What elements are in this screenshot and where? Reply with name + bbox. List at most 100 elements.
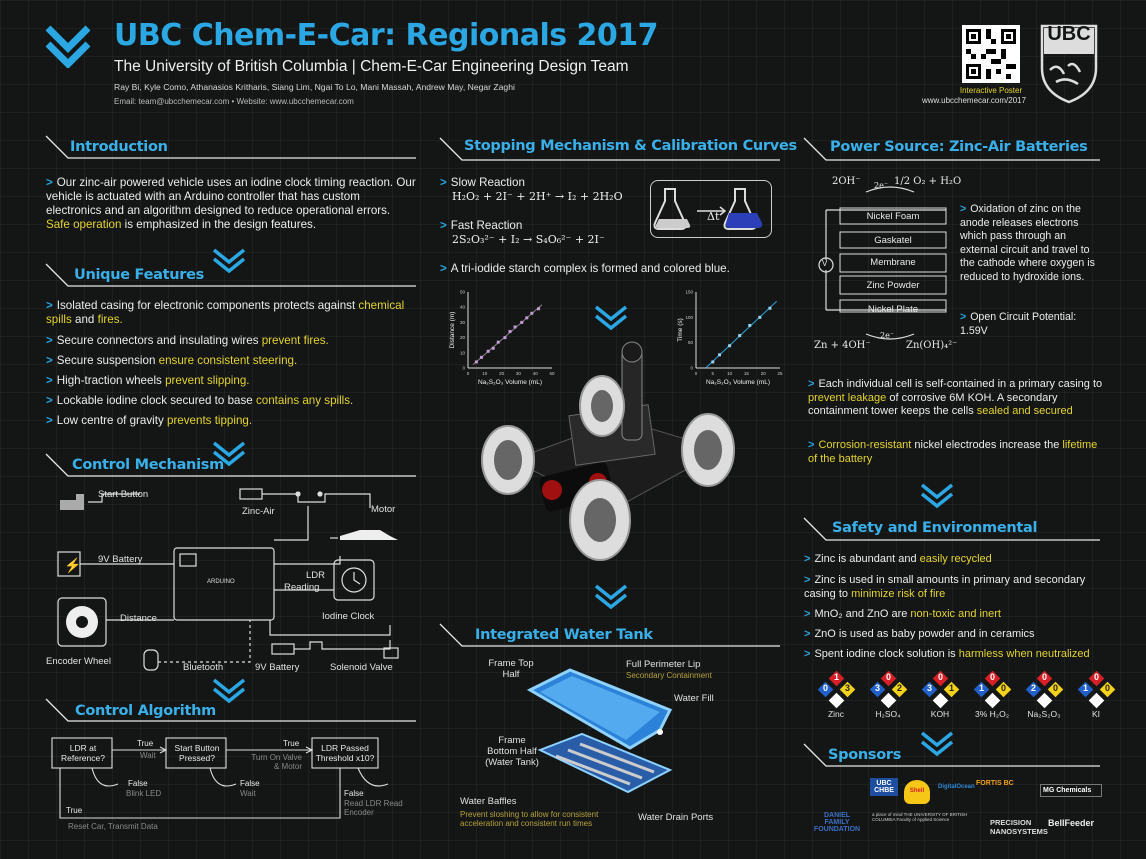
calibration-chart-time: 0 5 10 15 20 25 0 50 100 150 Na₂S₂O₃ Volume (mL) Ti… [677,290,783,387]
control-mechanism-title: Control Mechanism [72,457,224,473]
feature-item: > Low centre of gravity prevents tipping. [46,414,253,427]
data-point [508,330,512,334]
data-point [530,311,534,315]
author-list: Ray Bi, Kyle Como, Athanasios Kritharis,… [114,82,515,92]
calibration-chart-distance: 0 10 20 30 40 50 0 10 20 30 40 50 Na₂S₂O₃ Volume (mL… [449,290,555,387]
sponsor-logo: MG Chemicals [1040,784,1102,797]
nfpa-chemical-name: Na₂S₂O₃ [1027,709,1061,719]
chevron-logo-icon [45,25,91,68]
nfpa-quadrant [1088,692,1105,709]
nfpa-rating: 3 [844,683,850,693]
nfpa-quadrant [828,692,845,709]
nfpa-rating: 0 [822,683,828,693]
feature-item: > Secure suspension ensure consistent ste… [46,354,298,367]
safety-item: > MnO₂ and ZnO are non-toxic and inert [804,608,1001,620]
ldr-label: LDR [306,570,326,581]
nfpa-rating: 1 [948,683,954,693]
data-point [479,355,483,359]
zinc-air-label: Zinc-Air [242,506,275,517]
x-tick-label: 50 [549,371,555,376]
feature-item: > Isolated casing for electronic componen… [46,299,405,326]
data-point [748,323,752,327]
delta-t-label: Δt [707,210,720,223]
nfpa-quadrant [932,692,949,709]
nfpa-rating: 0 [1093,672,1099,682]
nfpa-rating: 0 [1104,683,1110,693]
data-point [491,346,495,350]
data-point [520,320,524,324]
electrode-note: > Corrosion-resistant nickel electrodes i… [808,439,1098,465]
qr-url[interactable]: www.ubcchemecar.com/2017 [922,96,1027,105]
y-tick-label: 0 [690,366,693,371]
safety-item: > Zinc is abundant and easily recycled [804,553,992,565]
nfpa-rating: 2 [896,683,902,693]
sponsor-logo: a place of mind THE UNIVERSITY OF BRITIS… [872,812,968,822]
intro-title: Introduction [70,139,168,155]
data-point [758,315,762,319]
x-tick-label: 5 [712,371,715,376]
data-point [503,336,507,340]
sponsor-logo: DANIEL FAMILY FOUNDATION [813,812,861,833]
nfpa-rating: 0 [885,672,891,682]
solenoid-label: Solenoid Valve [330,662,393,673]
contact-line: Email: team@ubcchemecar.com • Website: w… [114,97,354,106]
nfpa-chemical-name: KI [1091,709,1101,719]
start-button-label: Start Button [98,489,149,500]
safety-item: > ZnO is used as baby powder and in ceram… [804,628,1035,640]
trend-line [705,300,777,369]
ocp-note: > Open Circuit Potential: 1.59V [960,311,1077,337]
feature-item: > High-traction wheels prevent slipping. [46,374,250,387]
feature-item: > Secure connectors and insulating wires … [46,334,329,347]
stopping-title: Stopping Mechanism & Calibration Curves [464,138,797,154]
nfpa-rating: 0 [989,672,995,682]
y-tick-label: 0 [462,366,465,371]
encoder-label: Encoder Wheel [46,656,111,667]
x-tick-label: 15 [744,371,750,376]
slow-equation: H₂O₂ + 2I⁻ + 2H⁺ → I₂ + 2H₂O [452,190,623,203]
nfpa-chemical-name: KOH [930,709,950,719]
nfpa-rating: 0 [937,672,943,682]
sponsor-logo: BellFeeder [1048,818,1095,828]
y-tick-label: 10 [460,350,466,355]
control-mechanism-diagram: ARDUINO ⚡ [57,488,399,671]
chem-e-car-render [481,341,735,561]
nfpa-rating: 0 [1041,672,1047,682]
battery2-label: 9V Battery [255,662,300,673]
x-axis-label: Na₂S₂O₃ Volume (mL) [706,379,770,386]
x-tick-label: 40 [533,371,539,376]
sponsor-logo: DigitalOcean [938,784,975,790]
data-point [728,344,732,348]
nfpa-quadrant [984,692,1001,709]
sponsor-logo: FORTIS BC [976,780,1014,787]
x-tick-label: 0 [467,371,470,376]
nfpa-rating: 3 [926,683,932,693]
y-tick-label: 50 [688,340,694,345]
data-point [718,353,722,357]
complex-note: > A tri-iodide starch complex is formed a… [440,262,730,275]
data-point [537,307,541,311]
oxidation-note: > Oxidation of zinc on the anode releases… [960,203,1095,283]
y-tick-label: 20 [460,335,466,340]
safety-item: > Zinc is used in small amounts in primar… [804,574,1086,600]
water-tank-diagram [526,668,673,794]
y-tick-label: 30 [460,320,466,325]
reading-label: Reading [284,582,320,593]
power-title: Power Source: Zinc-Air Batteries [830,139,1088,155]
nfpa-quadrant [880,692,897,709]
nfpa-rating: 1 [833,672,839,682]
y-axis-label: Distance (m) [449,312,456,349]
data-point [496,340,500,344]
qr-code[interactable] [962,25,1020,83]
fast-equation: 2S₂O₃²⁻ + I₂ → S₄O₆²⁻ + 2I⁻ [452,233,605,246]
nfpa-chemical-name: 3% H₂O₂ [975,709,1009,719]
algorithm-flowchart [51,737,389,819]
safety-title: Safety and Environmental [832,520,1038,536]
data-point [486,349,490,353]
sponsor-logo: PRECISION NANOSYSTEMS [990,818,1048,836]
safety-item: > Spent iodine clock solution is harmless… [804,648,1090,660]
